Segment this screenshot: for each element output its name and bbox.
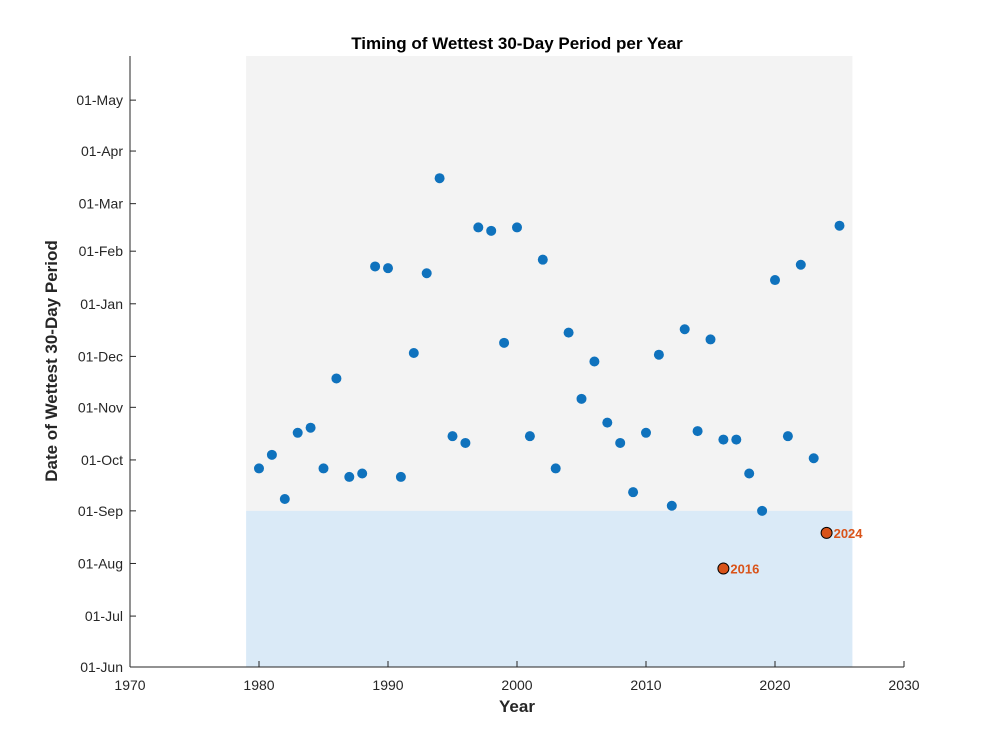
data-points [254, 173, 845, 516]
y-tick-label: 01-Oct [81, 452, 123, 468]
data-point [460, 437, 471, 448]
y-tick-label: 01-Apr [81, 143, 123, 159]
data-point [370, 261, 381, 272]
data-point [653, 349, 664, 360]
y-tick-label: 01-Jun [80, 659, 123, 675]
highlighted-point [717, 562, 730, 575]
data-point [473, 222, 484, 233]
data-point [795, 259, 806, 270]
y-ticks: 01-Jun 01-Jul 01-Aug 01-Sep 01-Oct 01-Nov 01-D… [76, 92, 136, 675]
y-tick-label: 01-Dec [78, 348, 123, 364]
data-point [679, 324, 690, 335]
data-point [395, 471, 406, 482]
data-point [408, 348, 419, 359]
data-point [537, 254, 548, 265]
data-point [692, 426, 703, 437]
data-point [718, 434, 729, 445]
data-point [486, 225, 497, 236]
gray-region [246, 56, 853, 511]
y-tick-label: 01-Mar [79, 196, 124, 212]
data-point [434, 173, 445, 184]
data-point [292, 427, 303, 438]
data-point [331, 373, 342, 384]
x-tick-label: 2030 [888, 677, 919, 693]
data-point [576, 393, 587, 404]
x-tick-label: 1990 [372, 677, 403, 693]
data-point [744, 468, 755, 479]
data-point [641, 427, 651, 438]
data-point [563, 327, 574, 338]
y-tick-label: 01-May [76, 92, 123, 108]
x-tick-label: 2000 [501, 677, 532, 693]
data-point [318, 463, 329, 474]
x-tick-label: 2010 [630, 677, 661, 693]
x-axis-label: Year [499, 697, 535, 716]
data-point [524, 431, 535, 442]
data-point [550, 463, 561, 474]
data-point [305, 422, 316, 433]
x-tick-label: 1980 [243, 677, 274, 693]
data-point [499, 337, 510, 348]
x-ticks: 1970 1980 1990 2000 2010 2020 2030 [114, 661, 920, 693]
x-tick-label: 2020 [759, 677, 790, 693]
y-axis-label: Date of Wettest 30-Day Period [42, 240, 61, 482]
x-tick-label: 1970 [114, 677, 145, 693]
data-point [782, 431, 793, 442]
data-point [254, 463, 264, 474]
data-point [628, 487, 639, 498]
highlight-label: 2024 [834, 526, 864, 541]
y-tick-label: 01-Jan [80, 296, 123, 312]
data-point [589, 356, 600, 367]
highlighted-points: 2016 2024 [717, 526, 864, 577]
data-point [421, 268, 432, 279]
chart-title: Timing of Wettest 30-Day Period per Year [351, 34, 683, 53]
data-point [834, 220, 845, 231]
data-point [357, 468, 368, 479]
highlighted-point [820, 526, 833, 539]
highlight-label: 2016 [730, 562, 759, 577]
data-point [731, 434, 742, 445]
data-point [757, 505, 768, 516]
y-tick-label: 01-Sep [78, 503, 123, 519]
y-tick-label: 01-Aug [78, 555, 123, 571]
data-point [602, 417, 613, 428]
data-point [266, 449, 277, 460]
data-point [383, 263, 393, 274]
data-point [770, 275, 780, 286]
data-point [615, 437, 626, 448]
data-point [512, 222, 522, 233]
y-tick-label: 01-Nov [78, 399, 123, 415]
blue-region [246, 510, 853, 667]
data-point [344, 471, 355, 482]
y-tick-label: 01-Feb [79, 243, 124, 259]
data-point [279, 493, 290, 504]
y-tick-label: 01-Jul [85, 608, 123, 624]
data-point [666, 500, 677, 511]
data-point [705, 334, 716, 345]
data-point [808, 453, 819, 464]
data-point [447, 431, 458, 442]
shaded-regions [246, 56, 853, 667]
